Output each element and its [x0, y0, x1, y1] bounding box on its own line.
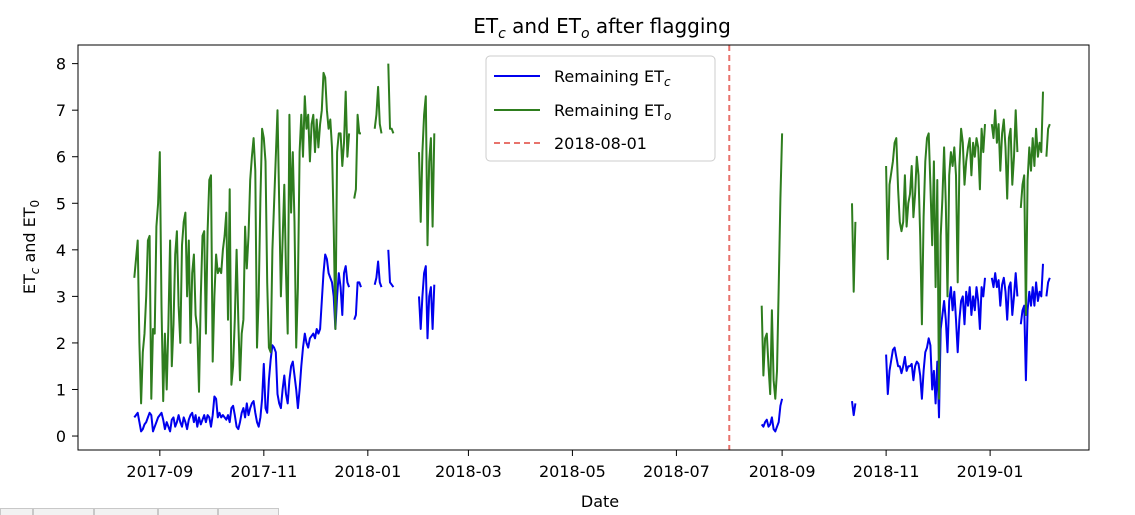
series-etc-segment-3	[387, 249, 395, 288]
legend-eto-label: Remaining ETo	[554, 101, 671, 123]
series-eto-segment-8	[990, 109, 1019, 200]
series-eto-segment-5	[760, 133, 784, 400]
series-layer	[133, 63, 1051, 433]
toolbar-button[interactable]	[33, 508, 94, 515]
toolbar-button[interactable]	[0, 508, 33, 515]
series-eto-segment-10	[1045, 123, 1051, 157]
legend-etc-label: Remaining ETc	[554, 67, 671, 89]
x-tick-label: 2018-03	[435, 462, 502, 481]
series-etc-segment-5	[760, 398, 784, 433]
x-tick-label: 2018-11	[853, 462, 920, 481]
series-eto-segment-0	[133, 71, 351, 405]
y-tick-label: 4	[56, 241, 66, 260]
series-eto-segment-3	[387, 63, 395, 134]
series-etc-segment-2	[373, 260, 383, 288]
y-tick-label: 8	[56, 55, 66, 74]
toolbar-button[interactable]	[94, 508, 158, 515]
x-tick-label: 2018-07	[643, 462, 710, 481]
series-etc-segment-1	[353, 281, 362, 321]
series-etc-segment-0	[133, 253, 351, 433]
legend-vline-label: 2018-08-01	[554, 134, 647, 153]
series-eto-segment-6	[851, 203, 857, 293]
y-tick-label: 1	[56, 380, 66, 399]
x-tick-label: 2017-11	[230, 462, 297, 481]
toolbar-button[interactable]	[218, 508, 279, 515]
series-eto-segment-9	[1019, 91, 1044, 316]
plot-frame	[77, 44, 1090, 451]
y-tick-label: 5	[56, 194, 66, 213]
series-eto-segment-1	[353, 113, 361, 199]
x-tick-label: 2019-01	[957, 462, 1024, 481]
x-axis-ticks: 2017-09 2017-11 2018-01 2018-03 2018-05 2018-…	[126, 450, 1024, 481]
series-etc-segment-7	[885, 277, 986, 419]
legend: Remaining ETc Remaining ETo 2018-08-01	[485, 55, 716, 162]
x-tick-label: 2018-09	[749, 462, 816, 481]
y-axis-ticks: 0 1 2 3 4 5 6 7 8	[56, 55, 78, 446]
y-axis-label: ETc and ET0	[20, 200, 42, 294]
series-eto-segment-4	[418, 95, 436, 247]
y-tick-label: 7	[56, 101, 66, 120]
toolbar-button[interactable]	[158, 508, 218, 515]
series-etc-segment-4	[418, 265, 436, 340]
series-etc-segment-10	[1045, 277, 1051, 297]
y-tick-label: 2	[56, 334, 66, 353]
series-eto-segment-7	[885, 124, 986, 400]
y-tick-label: 6	[56, 148, 66, 167]
series-etc-segment-6	[851, 400, 857, 417]
chart-title: ETc and ETo after flagging	[473, 14, 731, 42]
series-eto-segment-2	[373, 85, 383, 134]
series-etc-segment-8	[990, 272, 1019, 321]
x-tick-label: 2018-05	[539, 462, 606, 481]
y-tick-label: 3	[56, 287, 66, 306]
x-tick-label: 2018-01	[334, 462, 401, 481]
legend-frame	[485, 55, 716, 162]
series-etc-segment-9	[1019, 263, 1044, 382]
x-tick-label: 2017-09	[126, 462, 193, 481]
x-axis-label: Date	[581, 492, 619, 511]
y-tick-label: 0	[56, 427, 66, 446]
